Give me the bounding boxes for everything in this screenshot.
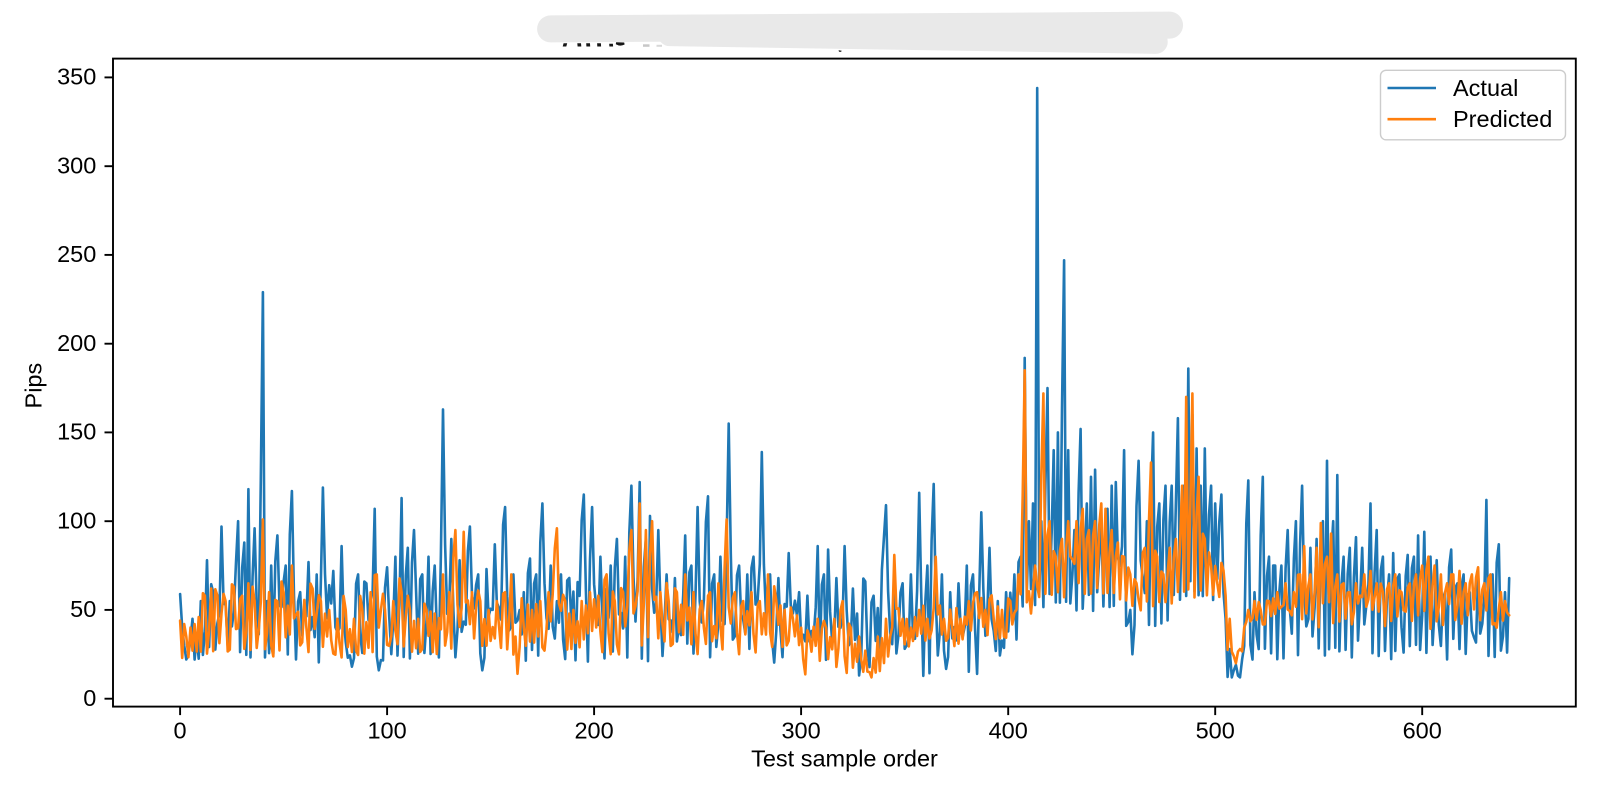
svg-text:Predicted: Predicted [1453,106,1552,132]
svg-text:300: 300 [57,152,96,178]
svg-text:100: 100 [367,717,406,743]
svg-text:Test sample order: Test sample order [751,746,938,772]
svg-text:600: 600 [1403,717,1442,743]
svg-text:0: 0 [83,685,96,711]
svg-text:300: 300 [781,717,820,743]
svg-text:50: 50 [70,596,96,622]
svg-text:350: 350 [57,64,96,90]
svg-text:250: 250 [57,241,96,267]
svg-text:100: 100 [57,507,96,533]
svg-text:Actual: Actual [1453,75,1518,101]
svg-text:200: 200 [57,330,96,356]
svg-text:0: 0 [174,717,187,743]
svg-text:200: 200 [574,717,613,743]
svg-text:500: 500 [1196,717,1235,743]
svg-text:400: 400 [989,717,1028,743]
svg-text:150: 150 [57,419,96,445]
svg-text:Pips: Pips [21,363,47,409]
